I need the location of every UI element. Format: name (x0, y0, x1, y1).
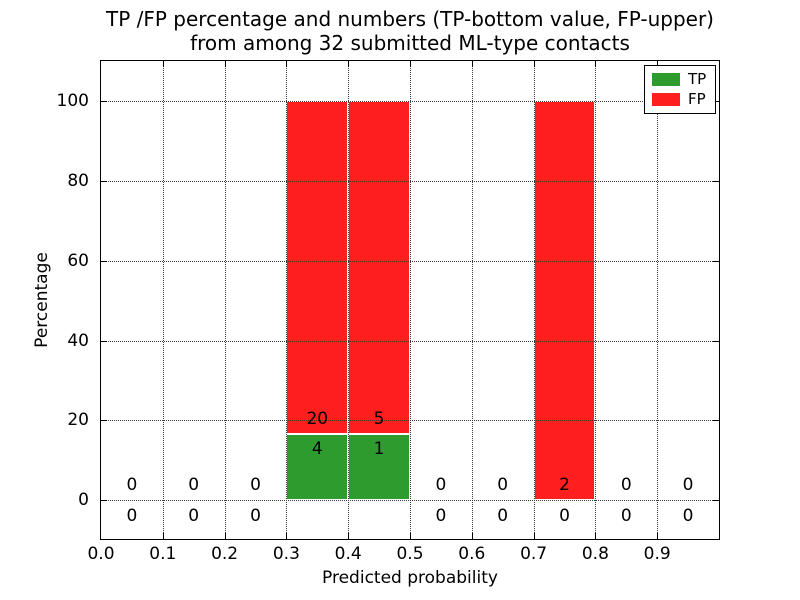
x-tick-label: 0.4 (334, 544, 362, 564)
tp-count-label: 4 (311, 439, 323, 460)
v-gridline (533, 61, 535, 539)
plot-area: 0 0 0 0 0 0 20 4 5 1 0 0 0 0 2 0 0 0 0 0 TP FP (100, 60, 720, 540)
x-tick-label: 0.3 (272, 544, 300, 564)
tp-count-label: 0 (188, 505, 200, 526)
grid-layer (101, 61, 719, 539)
fp-count-label: 20 (306, 408, 329, 429)
x-tick-mark (657, 61, 659, 67)
x-tick-label: 0.8 (581, 544, 609, 564)
x-axis-label: Predicted probability (322, 568, 498, 588)
tp-count-label: 0 (497, 505, 509, 526)
v-gridline (410, 61, 411, 539)
tp-count-label: 0 (559, 505, 570, 526)
x-tick-mark (533, 533, 535, 539)
fp-bar-segment (286, 100, 349, 434)
fp-count-label: 0 (126, 475, 138, 496)
x-tick-label: 0.9 (643, 544, 671, 564)
x-tick-mark (410, 533, 411, 539)
x-tick-mark (410, 61, 411, 67)
x-tick-mark (286, 533, 288, 539)
x-tick-mark (657, 533, 659, 539)
y-tick-mark (713, 180, 719, 182)
v-gridline (162, 61, 164, 539)
y-tick-mark (101, 100, 107, 102)
v-gridline (348, 61, 350, 539)
v-gridline (471, 61, 473, 539)
fp-legend-label: FP (688, 90, 706, 108)
fp-count-label: 0 (435, 475, 447, 496)
x-tick-label: 0.6 (458, 544, 486, 564)
x-tick-mark (471, 61, 473, 67)
fp-count-label: 0 (250, 475, 261, 496)
fp-count-label: 0 (497, 475, 509, 496)
y-tick-labels: 0 20 40 60 80 100 (0, 60, 92, 540)
tp-count-label: 0 (620, 505, 632, 526)
bars-layer (101, 61, 719, 539)
x-tick-mark (595, 533, 597, 539)
y-tick-mark (713, 340, 719, 342)
v-gridline (657, 61, 659, 539)
fp-count-label: 0 (188, 475, 200, 496)
tp-count-label: 0 (250, 505, 261, 526)
tp-count-label: 1 (373, 439, 385, 460)
legend-item-fp: FP (652, 92, 708, 107)
fp-count-label: 5 (373, 408, 385, 429)
annotations-layer: 0 0 0 0 0 0 20 4 5 1 0 0 0 0 2 0 0 0 0 0 (101, 61, 719, 539)
x-tick-mark (348, 533, 350, 539)
v-gridline (286, 61, 288, 539)
x-tick-mark (533, 61, 535, 67)
x-tick-mark (224, 533, 226, 539)
x-tick-mark (348, 61, 350, 67)
x-tick-label: 0.7 (520, 544, 548, 564)
x-tick-label: 0.5 (396, 544, 424, 564)
y-tick-label: 40 (67, 330, 89, 351)
tp-count-label: 0 (682, 505, 694, 526)
legend-item-tp: TP (652, 72, 708, 87)
y-tick-mark (101, 420, 107, 422)
fp-count-label: 2 (559, 475, 570, 496)
tp-bar-segment (286, 433, 349, 501)
x-tick-label: 0.1 (149, 544, 177, 564)
tp-legend-label: TP (688, 70, 707, 88)
x-tick-labels: 0.0 0.1 0.2 0.3 0.4 0.5 0.6 0.7 0.8 0.9 (87, 544, 720, 568)
tp-count-label: 0 (435, 505, 447, 526)
chart-title-line2: from among 32 submitted ML-type contacts (190, 31, 630, 55)
fp-count-label: 0 (682, 475, 694, 496)
ticks-layer (101, 61, 719, 539)
y-tick-mark (101, 260, 107, 262)
y-tick-label: 60 (67, 250, 89, 271)
y-tick-label: 20 (67, 410, 89, 431)
y-tick-mark (101, 500, 107, 502)
fp-legend-swatch-icon (652, 93, 680, 106)
y-tick-label: 100 (56, 90, 89, 111)
y-tick-mark (101, 340, 107, 342)
x-tick-mark (224, 61, 226, 67)
fp-bar-segment (348, 100, 410, 434)
y-tick-mark (713, 100, 719, 102)
x-tick-mark (595, 61, 597, 67)
y-tick-mark (713, 260, 719, 262)
x-tick-mark (471, 533, 473, 539)
tp-count-label: 0 (126, 505, 138, 526)
fp-count-label: 0 (620, 475, 632, 496)
legend: TP FP (644, 65, 716, 114)
y-tick-label: 0 (78, 490, 89, 511)
x-tick-mark (286, 61, 288, 67)
v-gridline (224, 61, 226, 539)
x-tick-label: 0.2 (211, 544, 239, 564)
chart-title: TP /FP percentage and numbers (TP-bottom… (100, 7, 720, 55)
x-tick-mark (162, 61, 164, 67)
y-tick-label: 80 (67, 170, 89, 191)
y-axis-label: Percentage (32, 252, 52, 348)
tp-legend-swatch-icon (652, 73, 680, 86)
y-tick-mark (713, 500, 719, 502)
x-tick-mark (162, 533, 164, 539)
chart-title-line1: TP /FP percentage and numbers (TP-bottom… (106, 7, 714, 31)
y-tick-mark (713, 420, 719, 422)
y-tick-mark (101, 180, 107, 182)
v-gridline (595, 61, 597, 539)
x-tick-label: 0.0 (87, 544, 115, 564)
